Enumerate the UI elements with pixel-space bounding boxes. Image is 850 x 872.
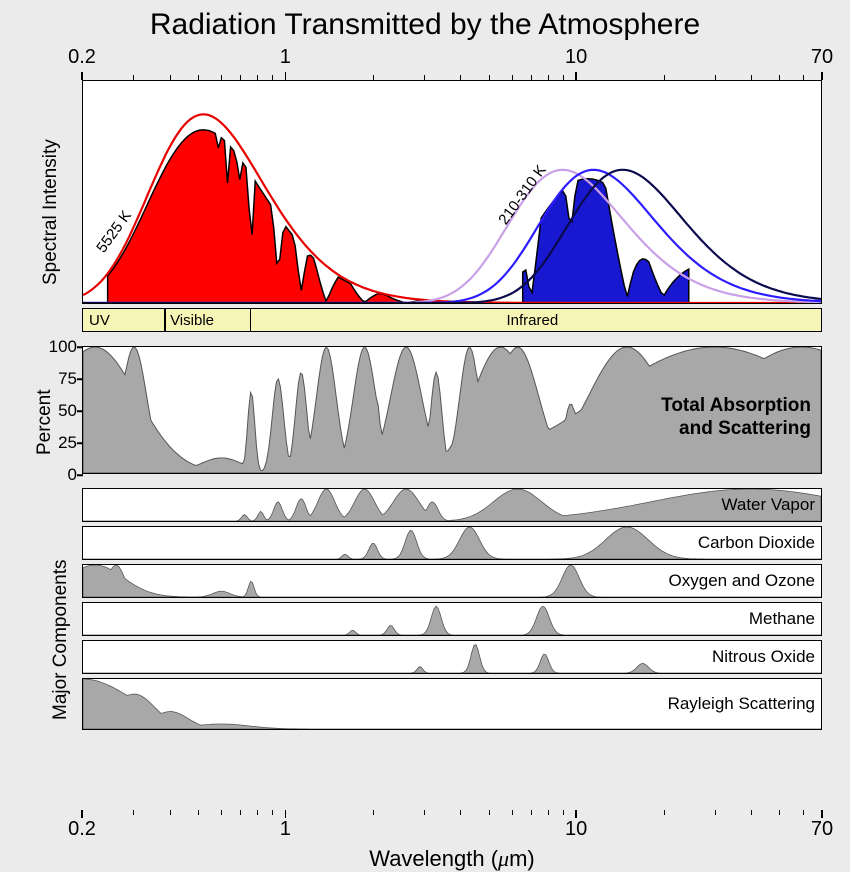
component-label: Rayleigh Scattering <box>668 694 815 714</box>
page-title: Radiation Transmitted by the Atmosphere <box>0 8 850 42</box>
component-spectrum <box>83 606 821 635</box>
x-tick-label: 1 <box>280 818 291 841</box>
spectral-intensity-panel: 5525 K 210-310 K <box>82 80 822 304</box>
spectral-svg <box>83 81 821 303</box>
component-panel: Rayleigh Scattering <box>82 678 822 730</box>
x-axis-top: 0.211070 <box>82 46 822 80</box>
component-spectrum <box>83 489 821 521</box>
band-label: Visible <box>170 312 214 329</box>
component-panel: Oxygen and Ozone <box>82 564 822 598</box>
band-label: Infrared <box>506 312 558 329</box>
percent-tick-label: 50 <box>58 401 83 421</box>
component-panel: Methane <box>82 602 822 636</box>
y-axis-label-spectral: Spectral Intensity <box>40 139 62 285</box>
x-axis-bottom: 0.211070 <box>82 810 822 846</box>
x-axis-label: Wavelength (μm) <box>369 846 535 872</box>
percent-tick-label: 0 <box>68 465 83 485</box>
plot-area: 0.211070 Spectral Intensity Percent Majo… <box>82 80 822 810</box>
component-label: Water Vapor <box>721 495 815 515</box>
x-tick-label: 10 <box>565 818 587 841</box>
percent-tick-label: 75 <box>58 369 83 389</box>
x-tick-label: 70 <box>811 46 833 69</box>
component-panel: Nitrous Oxide <box>82 640 822 674</box>
component-label: Methane <box>749 609 815 629</box>
percent-tick-label: 100 <box>49 337 83 357</box>
band-label: UV <box>89 312 110 329</box>
solar-transmitted-area <box>108 130 431 303</box>
total-absorption-title: Total Absorption and Scattering <box>661 395 811 441</box>
component-spectrum <box>83 645 821 673</box>
x-tick-label: 70 <box>811 818 833 841</box>
percent-tick-label: 25 <box>58 433 83 453</box>
total-absorption-panel: Total Absorption and Scattering 02550751… <box>82 346 822 474</box>
x-tick-label: 10 <box>565 46 587 69</box>
y-axis-label-components: Major Components <box>50 559 72 720</box>
component-panel: Water Vapor <box>82 488 822 522</box>
y-axis-label-percent: Percent <box>34 390 56 455</box>
x-tick-label: 0.2 <box>68 46 96 69</box>
x-tick-label: 1 <box>280 46 291 69</box>
x-tick-label: 0.2 <box>68 818 96 841</box>
component-label: Oxygen and Ozone <box>669 571 815 591</box>
component-label: Carbon Dioxide <box>698 533 815 553</box>
spectrum-band: UV Visible Infrared <box>82 308 822 332</box>
component-panel: Carbon Dioxide <box>82 526 822 560</box>
component-label: Nitrous Oxide <box>712 647 815 667</box>
